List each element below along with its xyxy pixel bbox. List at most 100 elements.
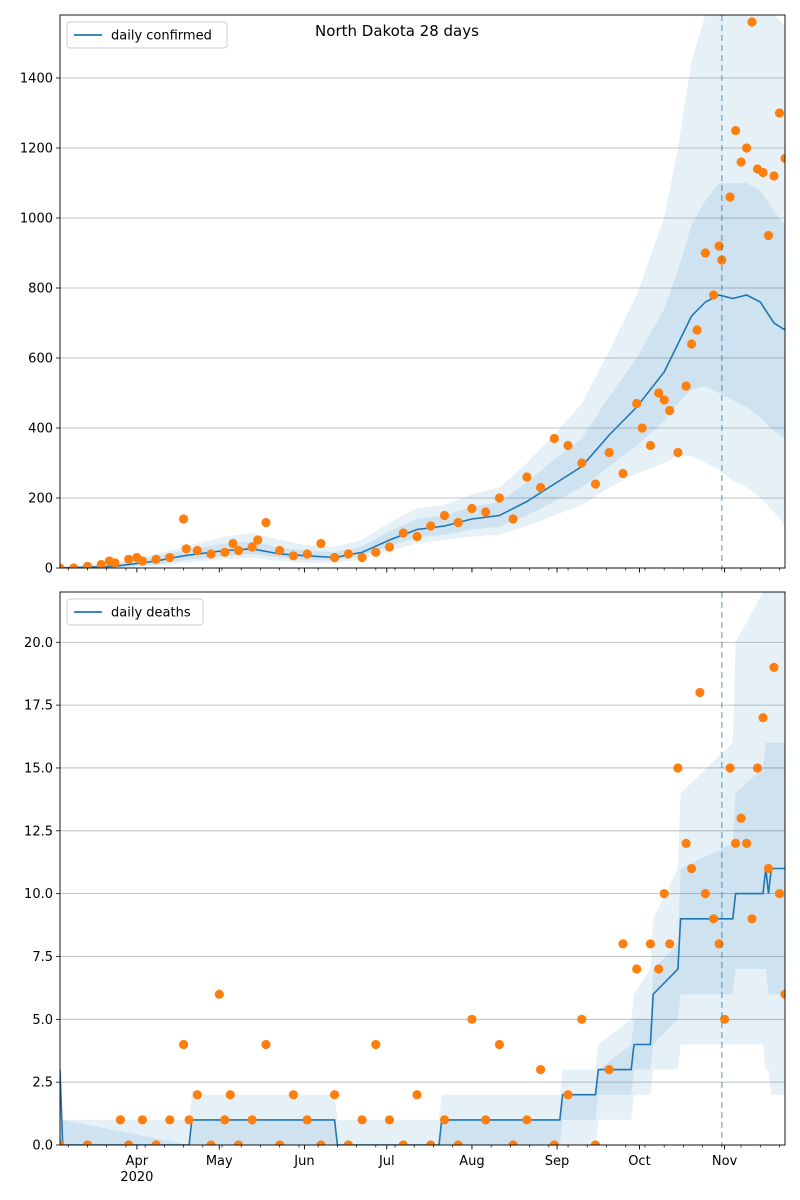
data-point xyxy=(742,838,752,849)
series-line-daily-deaths xyxy=(60,867,785,1145)
data-point xyxy=(736,157,746,167)
data-point xyxy=(536,1065,546,1075)
data-point xyxy=(481,1115,491,1125)
data-point xyxy=(151,1140,161,1145)
y-tick-label: 0 xyxy=(45,562,53,577)
data-point xyxy=(758,167,768,178)
data-point xyxy=(695,687,705,698)
legend-label: daily confirmed xyxy=(111,29,212,44)
data-point xyxy=(637,423,647,433)
data-point xyxy=(137,1115,147,1125)
data-point xyxy=(590,1140,601,1145)
data-point xyxy=(780,153,785,164)
data-point xyxy=(577,1014,587,1024)
data-point xyxy=(673,763,683,773)
data-point xyxy=(60,1140,65,1145)
y-tick-label: 15.0 xyxy=(24,761,53,776)
data-point xyxy=(763,863,774,874)
data-point xyxy=(769,662,779,673)
data-point xyxy=(220,547,230,557)
data-point xyxy=(549,1140,559,1145)
data-point xyxy=(82,561,93,568)
data-point xyxy=(659,395,669,405)
data-point xyxy=(687,339,697,349)
x-tick-label: Oct xyxy=(628,1154,650,1169)
x-tick-label: 2020 xyxy=(120,1170,153,1185)
data-point xyxy=(288,551,298,561)
data-point xyxy=(228,538,238,549)
data-point xyxy=(330,552,340,563)
y-tick-label: 12.5 xyxy=(24,824,53,839)
data-point xyxy=(590,479,601,489)
y-tick-label: 1200 xyxy=(20,142,53,157)
data-point xyxy=(137,556,147,566)
data-point xyxy=(398,1140,408,1145)
data-point xyxy=(665,405,675,416)
data-point xyxy=(96,559,106,568)
data-point xyxy=(261,1039,271,1050)
data-point xyxy=(774,889,785,899)
data-point xyxy=(275,545,285,556)
data-point xyxy=(659,889,669,899)
y-tick-label: 1400 xyxy=(20,72,53,87)
data-point xyxy=(522,1115,532,1125)
y-tick-label: 1000 xyxy=(20,212,53,227)
data-point xyxy=(725,192,735,202)
data-point xyxy=(439,1115,450,1125)
data-point xyxy=(673,447,683,458)
y-tick-label: 5.0 xyxy=(32,1013,53,1028)
data-point xyxy=(700,889,711,899)
x-tick-label: Nov xyxy=(712,1154,738,1169)
data-point xyxy=(151,554,161,564)
data-point xyxy=(233,545,244,556)
data-point xyxy=(467,503,477,514)
y-tick-label: 20.0 xyxy=(24,636,53,651)
data-point xyxy=(654,388,664,398)
data-point xyxy=(398,528,408,538)
y-tick-label: 600 xyxy=(28,352,53,367)
data-point xyxy=(563,440,573,451)
data-point xyxy=(253,535,263,545)
data-point xyxy=(467,1014,477,1024)
data-point xyxy=(384,1115,395,1125)
data-point xyxy=(288,1090,298,1100)
data-point xyxy=(214,989,224,999)
data-point xyxy=(233,1140,244,1145)
data-point xyxy=(371,547,381,557)
data-point xyxy=(692,325,702,335)
data-point xyxy=(343,1140,353,1145)
data-point xyxy=(184,1115,194,1125)
chart-title: North Dakota 28 days xyxy=(315,22,479,40)
plot-area xyxy=(60,592,785,1145)
y-tick-label: 400 xyxy=(28,422,53,437)
x-tick-label: Aug xyxy=(459,1154,484,1169)
data-point xyxy=(632,964,642,974)
data-point xyxy=(165,552,175,563)
data-point xyxy=(736,813,746,823)
data-point xyxy=(412,531,422,542)
data-point xyxy=(302,1115,312,1125)
data-point xyxy=(179,1039,189,1050)
data-point xyxy=(508,514,518,524)
data-point xyxy=(752,763,763,773)
data-point xyxy=(247,542,257,552)
data-point xyxy=(618,468,628,479)
data-point xyxy=(115,1115,125,1125)
data-point xyxy=(60,563,65,568)
data-point xyxy=(747,914,757,924)
data-point xyxy=(192,545,202,556)
data-point xyxy=(604,447,614,458)
uncertainty-band-2 xyxy=(60,183,785,568)
plot-area xyxy=(60,15,785,568)
data-point xyxy=(731,838,741,849)
data-point xyxy=(343,549,353,559)
data-point xyxy=(206,1140,216,1145)
legend-label: daily deaths xyxy=(111,606,191,621)
data-point xyxy=(165,1115,175,1125)
data-point xyxy=(687,863,697,874)
data-point xyxy=(681,838,691,849)
data-point xyxy=(124,554,134,564)
data-point xyxy=(769,171,779,181)
data-point xyxy=(549,433,559,444)
